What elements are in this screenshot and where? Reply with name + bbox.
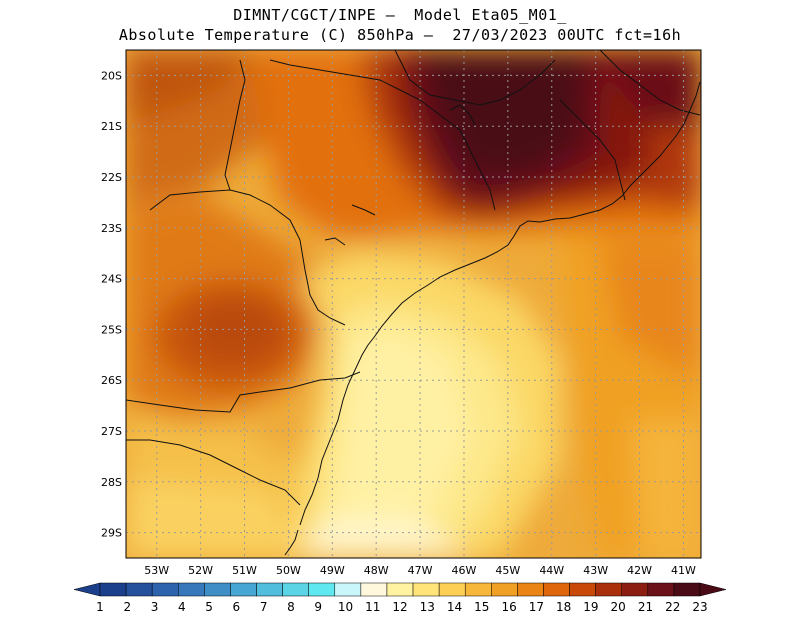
lat-tick-label: 22S [101, 171, 122, 184]
temperature-field [126, 50, 701, 558]
lon-tick-label: 43W [583, 564, 608, 577]
colorbar-tick-label: 7 [260, 600, 268, 614]
latitude-labels: 20S 21S 22S 23S 24S 25S 26S 27S 28S 29S [101, 69, 122, 539]
colorbar-tick-label: 11 [365, 600, 380, 614]
lon-tick-label: 51W [232, 564, 257, 577]
lat-tick-label: 23S [101, 222, 122, 235]
colorbar-swatch [386, 582, 414, 597]
colorbar-tick-label: 1 [96, 600, 104, 614]
colorbar-swatch [673, 582, 701, 597]
lon-tick-label: 41W [671, 564, 696, 577]
colorbar-swatch [595, 582, 622, 597]
colorbar-tick-label: 20 [611, 600, 626, 614]
colorbar-tick-label: 2 [123, 600, 131, 614]
colorbar-tick-label: 15 [474, 600, 489, 614]
colorbar-tick-label: 23 [692, 600, 707, 614]
colorbar-swatch [256, 582, 283, 597]
colorbar-swatch [569, 582, 596, 597]
colorbar-swatch [204, 582, 231, 597]
lat-tick-label: 28S [101, 476, 122, 489]
colorbar-tick-label: 10 [338, 600, 353, 614]
colorbar-swatch [412, 582, 440, 597]
lat-tick-label: 27S [101, 425, 122, 438]
colorbar-swatch [517, 582, 544, 597]
lon-tick-label: 45W [495, 564, 520, 577]
colorbar-arrow-left [73, 582, 101, 597]
colorbar-swatch [464, 582, 492, 597]
lon-tick-label: 52W [188, 564, 213, 577]
lat-tick-label: 29S [101, 527, 122, 540]
colorbar-swatch [543, 582, 570, 597]
lon-tick-label: 44W [539, 564, 564, 577]
plot-frame [125, 49, 702, 559]
colorbar-swatch [491, 582, 518, 597]
colorbar-tick-label: 19 [583, 600, 598, 614]
colorbar-tick-label: 3 [151, 600, 159, 614]
colorbar-tick-label: 18 [556, 600, 571, 614]
colorbar-swatch [99, 582, 127, 597]
colorbar-tick-label: 16 [501, 600, 516, 614]
colorbar-swatch [151, 582, 179, 597]
lat-tick-label: 24S [101, 273, 122, 286]
lon-tick-label: 46W [452, 564, 477, 577]
grid-lines [126, 50, 701, 558]
colorbar-swatch [334, 582, 362, 597]
colorbar-tick-label: 13 [420, 600, 435, 614]
lat-tick-label: 20S [101, 69, 122, 82]
colorbar-tick-label: 12 [392, 600, 407, 614]
map-title-line2: Absolute Temperature (C) 850hPa – 27/03/… [118, 26, 682, 44]
lon-tick-label: 49W [320, 564, 345, 577]
colorbar-tick-label: 22 [665, 600, 680, 614]
colorbar-swatch [438, 582, 466, 597]
longitude-labels: 53W 52W 51W 50W 49W 48W 47W 46W 45W 44W 43W 42W 41W [144, 564, 696, 577]
colorbar-tick-label: 17 [529, 600, 544, 614]
colorbar [73, 582, 727, 597]
colorbar-tick-label: 14 [447, 600, 462, 614]
colorbar-swatch [308, 582, 336, 597]
lat-tick-label: 25S [101, 323, 122, 336]
map-title-line1: DIMNT/CGCT/INPE – Model Eta05_M01_ [233, 6, 567, 24]
lon-tick-label: 47W [408, 564, 433, 577]
colorbar-tick-label: 8 [287, 600, 295, 614]
colorbar-tick-label: 6 [233, 600, 241, 614]
colorbar-tick-label: 4 [178, 600, 186, 614]
colorbar-swatch [230, 582, 257, 597]
colorbar-labels: 1 2 3 4 5 6 7 8 9 10 11 12 13 14 15 16 17 18 19 20 21 22 23 [96, 600, 707, 614]
colorbar-swatch [178, 582, 205, 597]
colorbar-tick-label: 9 [314, 600, 322, 614]
lon-tick-label: 50W [276, 564, 301, 577]
colorbar-tick-label: 5 [205, 600, 213, 614]
colorbar-swatch [647, 582, 675, 597]
lat-tick-label: 21S [101, 120, 122, 133]
coastline-borders [126, 50, 701, 556]
colorbar-swatch [282, 582, 309, 597]
lon-tick-label: 53W [144, 564, 169, 577]
lon-tick-label: 42W [627, 564, 652, 577]
lat-tick-label: 26S [101, 374, 122, 387]
colorbar-swatch [125, 582, 153, 597]
colorbar-swatch [360, 582, 388, 597]
colorbar-tick-label: 21 [638, 600, 653, 614]
colorbar-arrow-right [699, 582, 727, 597]
colorbar-swatch [621, 582, 649, 597]
lon-tick-label: 48W [364, 564, 389, 577]
